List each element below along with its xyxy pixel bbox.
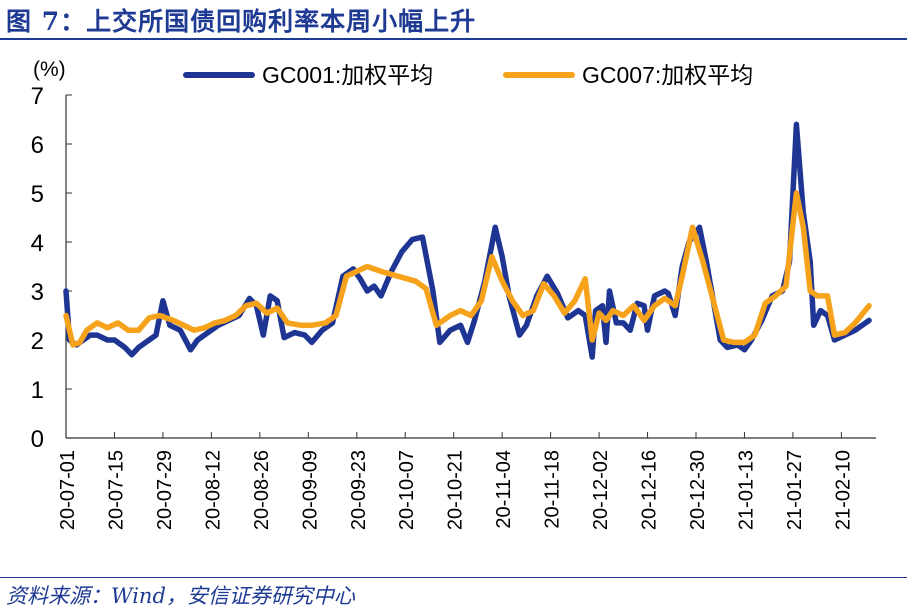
legend-label: GC007:加权平均 bbox=[582, 62, 753, 88]
x-tick-label: 21-01-13 bbox=[735, 450, 757, 530]
y-axis: (%) 0 1 2 3 4 5 6 7 bbox=[31, 58, 72, 453]
x-tick-label: 20-09-09 bbox=[299, 450, 321, 530]
y-tick-label: 2 bbox=[31, 328, 44, 355]
title-bar: 图 7：上交所国债回购利率本周小幅上升 bbox=[0, 0, 907, 40]
legend: GC001:加权平均 GC007:加权平均 bbox=[183, 62, 753, 88]
y-axis-unit-label: (%) bbox=[33, 58, 66, 81]
x-tick-label: 21-02-10 bbox=[832, 450, 854, 530]
series-layer bbox=[63, 121, 872, 360]
x-axis: 20-07-01 20-07-15 20-07-29 20-08-12 20-08-26… bbox=[57, 432, 876, 530]
x-tick-label: 20-10-07 bbox=[396, 450, 418, 530]
y-tick-label: 4 bbox=[31, 230, 44, 257]
x-tick-label: 20-07-15 bbox=[105, 450, 127, 530]
x-tick-label: 20-12-30 bbox=[687, 450, 709, 530]
source-note: 资料来源：Wind，安信证券研究中心 bbox=[6, 584, 355, 608]
gc001-series-line bbox=[63, 121, 872, 360]
x-tick-label: 21-01-27 bbox=[784, 450, 806, 530]
footer-divider bbox=[0, 577, 907, 578]
y-tick-label: 1 bbox=[31, 377, 44, 404]
gc007-series-line bbox=[63, 190, 872, 348]
x-tick-label: 20-11-04 bbox=[493, 450, 515, 529]
y-tick-label: 3 bbox=[31, 279, 44, 306]
x-tick-label: 20-09-23 bbox=[348, 450, 370, 530]
x-tick-label: 20-07-01 bbox=[57, 450, 79, 530]
x-tick-label: 20-12-16 bbox=[639, 450, 661, 530]
y-tick-label: 6 bbox=[31, 132, 44, 159]
y-tick-label: 7 bbox=[31, 83, 44, 110]
x-tick-label: 20-07-29 bbox=[154, 450, 176, 530]
y-tick-label: 0 bbox=[31, 426, 44, 453]
legend-label: GC001:加权平均 bbox=[262, 62, 433, 88]
page-title: 图 7：上交所国债回购利率本周小幅上升 bbox=[6, 7, 477, 36]
x-tick-label: 20-12-02 bbox=[590, 450, 612, 530]
x-tick-label: 20-08-26 bbox=[251, 450, 273, 530]
y-tick-label: 5 bbox=[31, 181, 44, 208]
x-tick-label: 20-08-12 bbox=[202, 450, 224, 530]
x-tick-label: 20-10-21 bbox=[445, 450, 467, 530]
title-divider bbox=[0, 38, 907, 40]
line-chart: GC001:加权平均 GC007:加权平均 (%) 0 1 2 3 4 5 6 7 20-07-0… bbox=[31, 58, 876, 530]
x-tick-label: 20-11-18 bbox=[542, 450, 564, 529]
